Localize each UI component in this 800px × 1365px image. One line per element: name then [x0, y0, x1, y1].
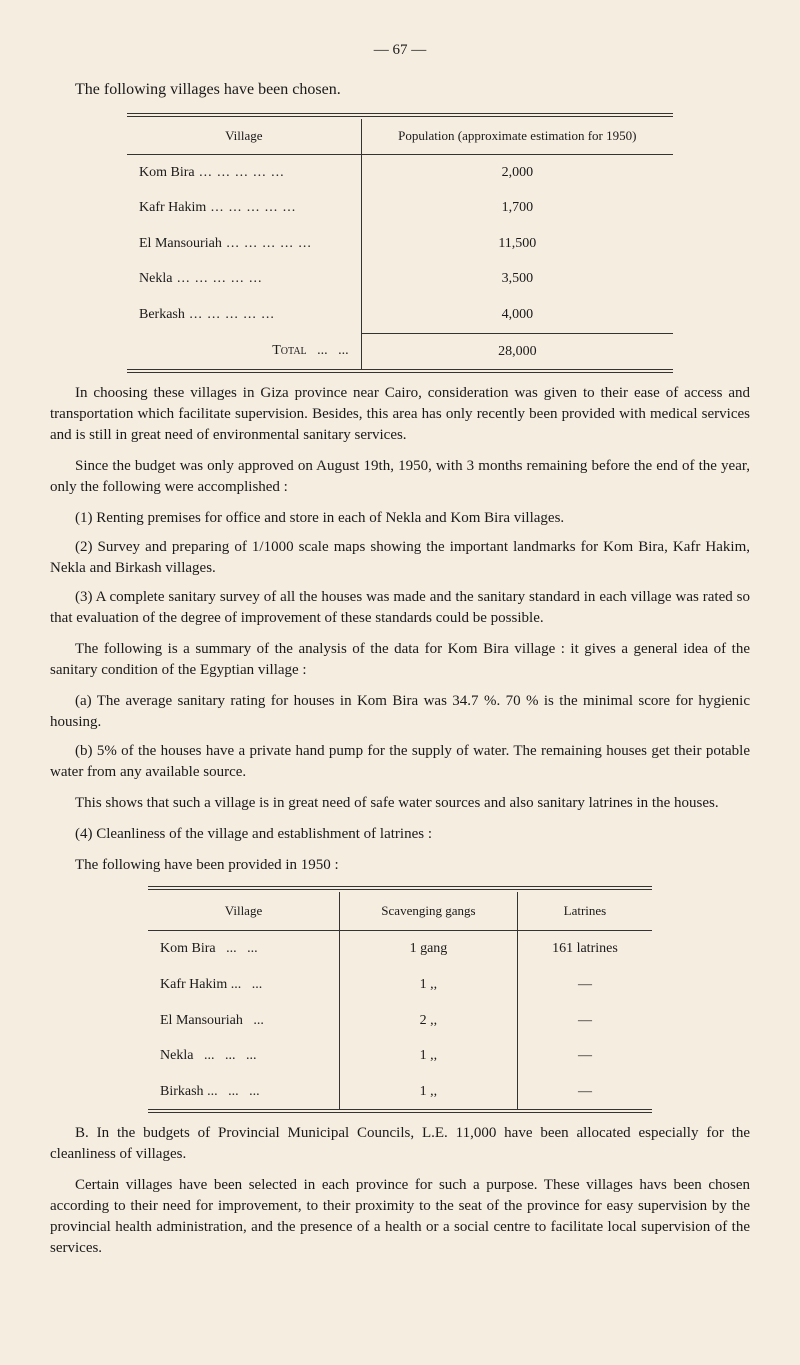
lat-latrines-cell: — [517, 1074, 652, 1110]
paragraph-4: This shows that such a village is in gre… [50, 793, 750, 814]
latrines-table: Village Scavenging gangs Latrines Kom Bi… [148, 892, 652, 1109]
lat-latrines-cell: — [517, 967, 652, 1003]
pop-row: El Mansouriah 11,500 [127, 226, 673, 262]
lat-latrines-cell: — [517, 1038, 652, 1074]
paragraph-3: The following is a summary of the analys… [50, 639, 750, 681]
lat-gangs-cell: 1 ,, [339, 1074, 517, 1110]
paragraph-5: The following have been provided in 1950… [50, 855, 750, 876]
table-rule-top [127, 113, 673, 117]
population-table: Village Population (approximate estimati… [127, 119, 673, 369]
lat-village-cell: Nekla [160, 1048, 193, 1063]
sub-item-a: (a) The average sanitary rating for hous… [50, 691, 750, 733]
lat-gangs-cell: 1 gang [339, 931, 517, 967]
pop-value-cell: 11,500 [361, 226, 673, 262]
pop-village-cell: Kom Bira [139, 165, 285, 180]
lat-village-cell: El Mansouriah [160, 1013, 243, 1028]
pop-value-cell: 2,000 [361, 154, 673, 190]
lat-row: Birkash ... ... ... 1 ,, — [148, 1074, 652, 1110]
pop-value-cell: 4,000 [361, 297, 673, 333]
pop-village-cell: El Mansouriah [139, 236, 312, 251]
item-4: (4) Cleanliness of the village and estab… [50, 824, 750, 845]
lat-latrines-cell: 161 latrines [517, 931, 652, 967]
lat-row: Kom Bira ... ... 1 gang 161 latrines [148, 931, 652, 967]
lat-header-gangs: Scavenging gangs [339, 892, 517, 931]
pop-total-label: Total [272, 343, 306, 358]
latrines-rule-bottom [148, 1109, 652, 1113]
lat-village-cell: Kafr Hakim [160, 977, 227, 992]
pop-value-cell: 1,700 [361, 190, 673, 226]
intro-text: The following villages have been chosen. [50, 79, 750, 101]
pop-row: Berkash 4,000 [127, 297, 673, 333]
lat-header-village: Village [148, 892, 339, 931]
item-2: (2) Survey and preparing of 1/1000 scale… [50, 537, 750, 579]
item-1: (1) Renting premises for office and stor… [50, 508, 750, 529]
lat-gangs-cell: 1 ,, [339, 967, 517, 1003]
pop-header-village: Village [127, 119, 361, 154]
pop-value-cell: 3,500 [361, 261, 673, 297]
pop-village-cell: Kafr Hakim [139, 200, 296, 215]
pop-village-cell: Berkash [139, 307, 275, 322]
lat-village-cell: Birkash [160, 1084, 204, 1099]
section-b: B. In the budgets of Provincial Municipa… [50, 1123, 750, 1165]
lat-gangs-cell: 1 ,, [339, 1038, 517, 1074]
lat-header-latrines: Latrines [517, 892, 652, 931]
item-3: (3) A complete sanitary survey of all th… [50, 587, 750, 629]
lat-row: Nekla ... ... ... 1 ,, — [148, 1038, 652, 1074]
pop-village-cell: Nekla [139, 271, 262, 286]
lat-gangs-cell: 2 ,, [339, 1003, 517, 1039]
paragraph-6: Certain villages have been selected in e… [50, 1175, 750, 1259]
pop-total-value: 28,000 [361, 333, 673, 369]
pop-total-row: Total ... ... 28,000 [127, 333, 673, 369]
sub-item-b: (b) 5% of the houses have a private hand… [50, 741, 750, 783]
pop-row: Kom Bira 2,000 [127, 154, 673, 190]
lat-latrines-cell: — [517, 1003, 652, 1039]
latrines-rule-top [148, 886, 652, 890]
table-rule-bottom [127, 369, 673, 373]
page-number: — 67 — [50, 40, 750, 61]
paragraph-2: Since the budget was only approved on Au… [50, 456, 750, 498]
pop-row: Nekla 3,500 [127, 261, 673, 297]
lat-village-cell: Kom Bira [160, 941, 216, 956]
pop-row: Kafr Hakim 1,700 [127, 190, 673, 226]
lat-row: Kafr Hakim ... ... 1 ,, — [148, 967, 652, 1003]
pop-header-population: Population (approximate estimation for 1… [361, 119, 673, 154]
lat-row: El Mansouriah ... 2 ,, — [148, 1003, 652, 1039]
paragraph-1: In choosing these villages in Giza provi… [50, 383, 750, 446]
